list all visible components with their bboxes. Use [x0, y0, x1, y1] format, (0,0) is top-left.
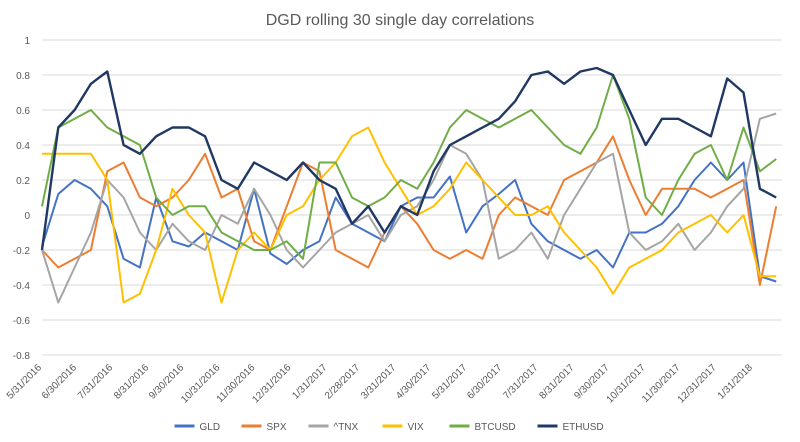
legend-label-vix: VIX — [408, 422, 424, 433]
x-tick-label: 6/30/2017 — [465, 362, 505, 402]
x-tick-label: 5/31/2016 — [5, 362, 45, 402]
y-tick-label: 0 — [24, 211, 30, 222]
x-tick-label: 8/31/2016 — [112, 362, 152, 402]
legend-label-gld: GLD — [200, 422, 221, 433]
y-tick-label: 0.8 — [16, 71, 30, 82]
y-tick-label: 0.4 — [16, 141, 30, 152]
x-tick-label: 7/31/2016 — [76, 362, 116, 402]
gridlines — [42, 39, 782, 356]
x-tick-label: 12/31/2016 — [250, 362, 293, 405]
x-tick-label: 5/31/2017 — [430, 362, 470, 402]
x-tick-label: 1/31/2018 — [716, 362, 756, 402]
y-tick-label: -0.8 — [13, 351, 31, 362]
y-tick-label: 0.6 — [16, 106, 30, 117]
series-line-vix — [42, 126, 777, 304]
x-tick-label: 6/30/2016 — [40, 362, 80, 402]
x-tick-label: 8/31/2017 — [537, 362, 577, 402]
x-tick-label: 4/30/2017 — [394, 362, 434, 402]
series-lines — [40, 66, 778, 304]
y-tick-label: -0.6 — [13, 316, 31, 327]
legend-label-tnx: ^TNX — [334, 422, 359, 433]
y-tick-label: 1 — [24, 36, 30, 47]
legend-label-spx: SPX — [267, 422, 287, 433]
x-tick-label: 7/31/2017 — [501, 362, 541, 402]
y-tick-label: -0.2 — [13, 246, 31, 257]
series-line-btcusd — [41, 74, 777, 260]
chart-title: DGD rolling 30 single day correlations — [266, 12, 535, 29]
series-line-spx — [41, 135, 778, 286]
y-axis-ticks: -0.8 -0.6 -0.4 -0.2 0 0.2 0.4 0.6 0.8 1 — [13, 36, 31, 362]
legend: GLD SPX ^TNX VIX BTCUSD ETHUSD — [174, 422, 604, 433]
series-line-ethusd — [40, 66, 777, 251]
y-tick-label: -0.4 — [13, 281, 31, 292]
x-tick-label: 2/28/2017 — [323, 362, 363, 402]
x-axis-ticks: 5/31/20166/30/20167/31/20168/31/20169/30… — [5, 362, 755, 405]
legend-label-ethusd: ETHUSD — [563, 422, 604, 433]
legend-label-btcusd: BTCUSD — [475, 422, 516, 433]
x-tick-label: 3/31/2017 — [359, 362, 399, 402]
x-tick-label: 12/31/2017 — [676, 362, 719, 405]
y-tick-label: 0.2 — [16, 176, 30, 187]
